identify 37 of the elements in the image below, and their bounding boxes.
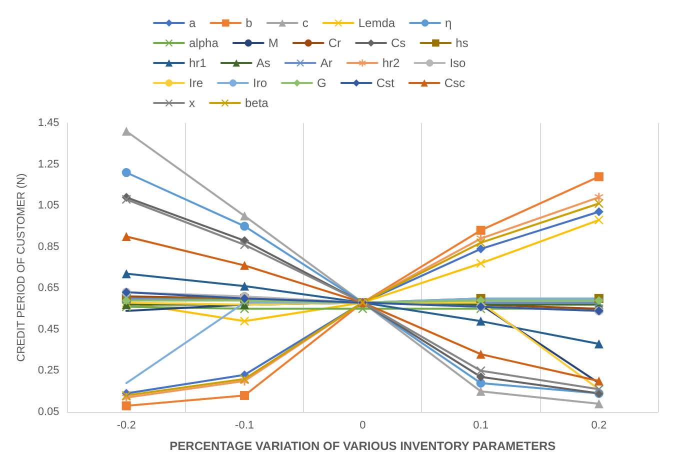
y-tick-label: 0.65 bbox=[38, 282, 60, 294]
legend-label: x bbox=[189, 96, 195, 110]
y-tick-label: 1.45 bbox=[38, 117, 60, 129]
x-tick-label: 0.1 bbox=[473, 420, 488, 432]
legend-label: Ire bbox=[189, 76, 204, 90]
legend-label: Iso bbox=[450, 56, 466, 70]
x-axis-title: PERCENTAGE VARIATION OF VARIOUS INVENTORY PARAMETERS bbox=[170, 439, 556, 453]
legend-label: beta bbox=[245, 96, 269, 110]
x-tick-label: 0.2 bbox=[591, 420, 607, 432]
legend-label: Cr bbox=[328, 36, 342, 50]
x-tick-label: -0.1 bbox=[235, 420, 254, 432]
legend-label: Csc bbox=[444, 76, 466, 90]
y-tick-label: 0.45 bbox=[38, 323, 60, 336]
legend-label: hs bbox=[456, 36, 468, 50]
legend-label: hr1 bbox=[189, 56, 207, 70]
legend-label: hr2 bbox=[382, 56, 400, 70]
legend-label: Ar bbox=[320, 56, 332, 70]
y-tick-label: 0.85 bbox=[38, 240, 60, 253]
legend-label: Iro bbox=[253, 76, 268, 90]
legend-label: As bbox=[256, 56, 270, 70]
legend-label: c bbox=[302, 16, 308, 30]
y-tick-label: 0.25 bbox=[38, 364, 60, 377]
y-tick-label: 1.05 bbox=[38, 200, 60, 212]
legend-label: b bbox=[246, 16, 253, 30]
y-axis-title: CREDIT PERIOD OF CUSTOMER (N) bbox=[16, 173, 28, 362]
y-tick-label: 0.05 bbox=[38, 406, 60, 418]
y-tick-label: 1.25 bbox=[38, 158, 60, 170]
legend-label: Cs bbox=[391, 36, 406, 50]
legend-label: G bbox=[317, 76, 326, 90]
legend-label: η bbox=[445, 16, 452, 30]
legend-label: a bbox=[189, 16, 196, 30]
x-tick-label: 0 bbox=[360, 420, 366, 432]
legend-label: M bbox=[268, 36, 278, 50]
legend-label: alpha bbox=[189, 36, 219, 50]
x-tick-label: -0.2 bbox=[116, 420, 136, 432]
legend-label: Lemda bbox=[358, 16, 396, 30]
legend-label: Cst bbox=[376, 76, 396, 90]
